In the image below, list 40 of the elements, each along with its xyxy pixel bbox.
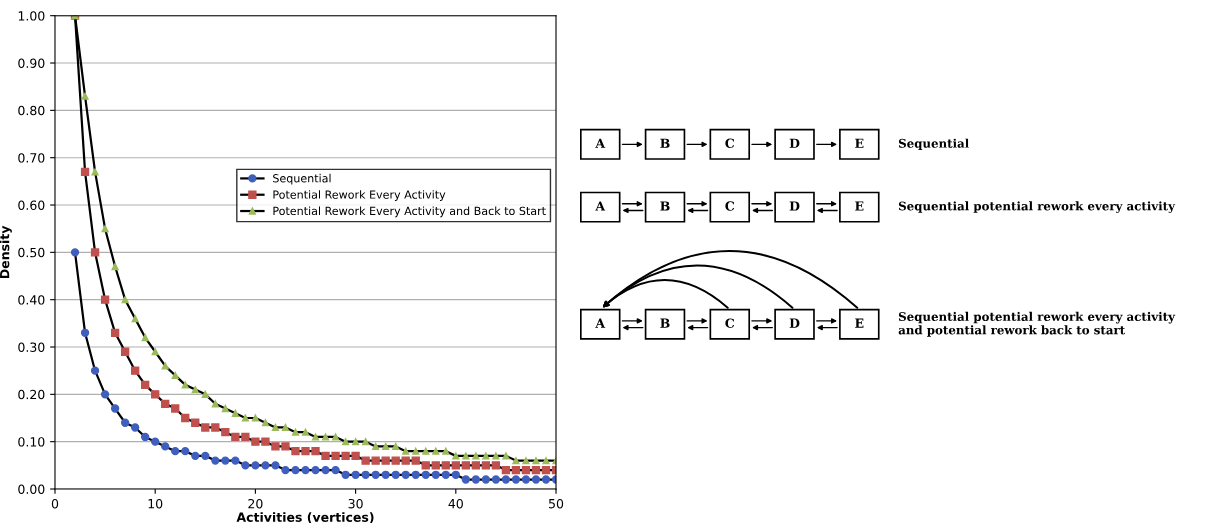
category-label: A: [595, 138, 606, 148]
y-axis-title: Density: [0, 225, 12, 278]
y-tick-label: 0.90: [18, 58, 45, 68]
category-label: E: [855, 318, 864, 328]
y-tick-label: 0.80: [18, 105, 45, 116]
x-tick-label: 10: [148, 498, 163, 509]
y-tick-label: 1.00: [18, 11, 45, 21]
x-tick-label: 0: [51, 498, 59, 509]
text: Sequential: [898, 138, 969, 151]
text: Sequential potential rework every activity: [898, 201, 1176, 213]
legend-label: Potential Rework Every Activity: [273, 190, 446, 201]
category-label: B: [660, 318, 670, 328]
y-tick-label: 0.20: [18, 389, 45, 400]
category-label: D: [789, 138, 800, 148]
y-tick-label: 0.00: [18, 484, 45, 494]
y-tick-label: 0.40: [18, 295, 45, 305]
x-tick-label: 50: [549, 498, 564, 509]
legend-label: Sequential: [273, 173, 331, 185]
x-tick-label: 40: [448, 498, 463, 509]
x-axis-title: Activities (vertices): [236, 512, 374, 523]
y-tick-label: 0.70: [18, 153, 45, 163]
category-label: E: [855, 138, 864, 148]
category-label: D: [789, 318, 800, 328]
y-tick-label: 0.30: [18, 342, 45, 352]
y-tick-label: 0.50: [18, 247, 45, 258]
y-tick-label: 0.10: [18, 437, 45, 447]
x-tick-label: 30: [348, 498, 363, 509]
category-label: B: [660, 138, 670, 148]
category-label: E: [855, 201, 864, 211]
y-tick-label: 0.60: [18, 200, 45, 210]
category-label: C: [725, 138, 735, 148]
legend-label: Potential Rework Every Activity and Back to Start: [273, 206, 546, 218]
category-label: B: [660, 201, 670, 211]
text: Sequential potential rework every activity and potential rework back to start: [898, 311, 1176, 337]
category-label: D: [789, 201, 800, 211]
category-label: A: [595, 201, 606, 211]
category-label: C: [725, 318, 735, 328]
category-label: A: [595, 318, 606, 328]
category-label: C: [725, 201, 735, 211]
x-tick-label: 20: [248, 498, 263, 509]
